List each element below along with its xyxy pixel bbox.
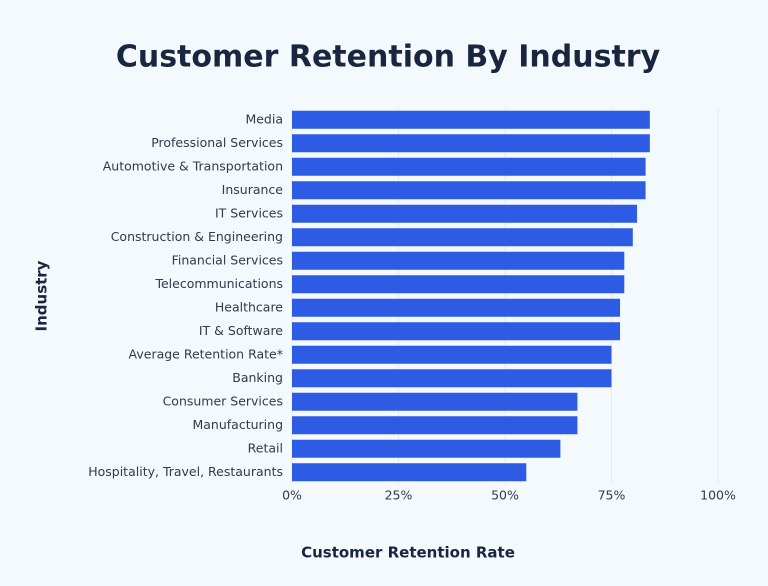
y-tick-label: Consumer Services [163, 393, 283, 408]
y-tick-label: IT Services [215, 205, 283, 220]
bar [292, 369, 612, 388]
y-tick-label: Professional Services [151, 135, 283, 150]
chart-title: Customer Retention By Industry [116, 40, 661, 75]
y-tick-label: Automotive & Transportation [103, 158, 283, 173]
bar [292, 228, 633, 247]
bar [292, 416, 578, 435]
bar [292, 275, 625, 294]
y-tick-label: IT & Software [199, 323, 283, 338]
x-tick-label: 100% [700, 488, 736, 503]
y-tick-label: Average Retention Rate* [129, 346, 283, 361]
y-tick-label: Healthcare [215, 299, 283, 314]
bar [292, 322, 621, 341]
bar [292, 110, 650, 129]
bar [292, 392, 578, 411]
bar [292, 463, 527, 482]
y-tick-label: Construction & Engineering [111, 229, 283, 244]
bar [292, 251, 625, 270]
y-tick-label: Financial Services [172, 252, 283, 267]
x-tick-label: 25% [385, 488, 413, 503]
bar [292, 134, 650, 153]
y-tick-label: Manufacturing [192, 417, 283, 432]
bar [292, 298, 621, 317]
bar [292, 345, 612, 364]
bar [292, 204, 638, 223]
x-tick-label: 50% [491, 488, 519, 503]
x-axis-label: Customer Retention Rate [301, 544, 515, 562]
y-tick-label: Hospitality, Travel, Restaurants [88, 464, 283, 479]
y-tick-label: Media [245, 111, 283, 126]
x-tick-label: 0% [282, 488, 302, 503]
x-tick-label: 75% [598, 488, 626, 503]
bar [292, 157, 646, 176]
y-tick-label: Insurance [222, 182, 284, 197]
y-tick-label: Banking [232, 370, 283, 385]
bar [292, 181, 646, 200]
y-tick-label: Retail [248, 440, 283, 455]
y-tick-label: Telecommunications [154, 276, 283, 291]
bar [292, 439, 561, 458]
y-axis-label: Industry [33, 260, 51, 331]
